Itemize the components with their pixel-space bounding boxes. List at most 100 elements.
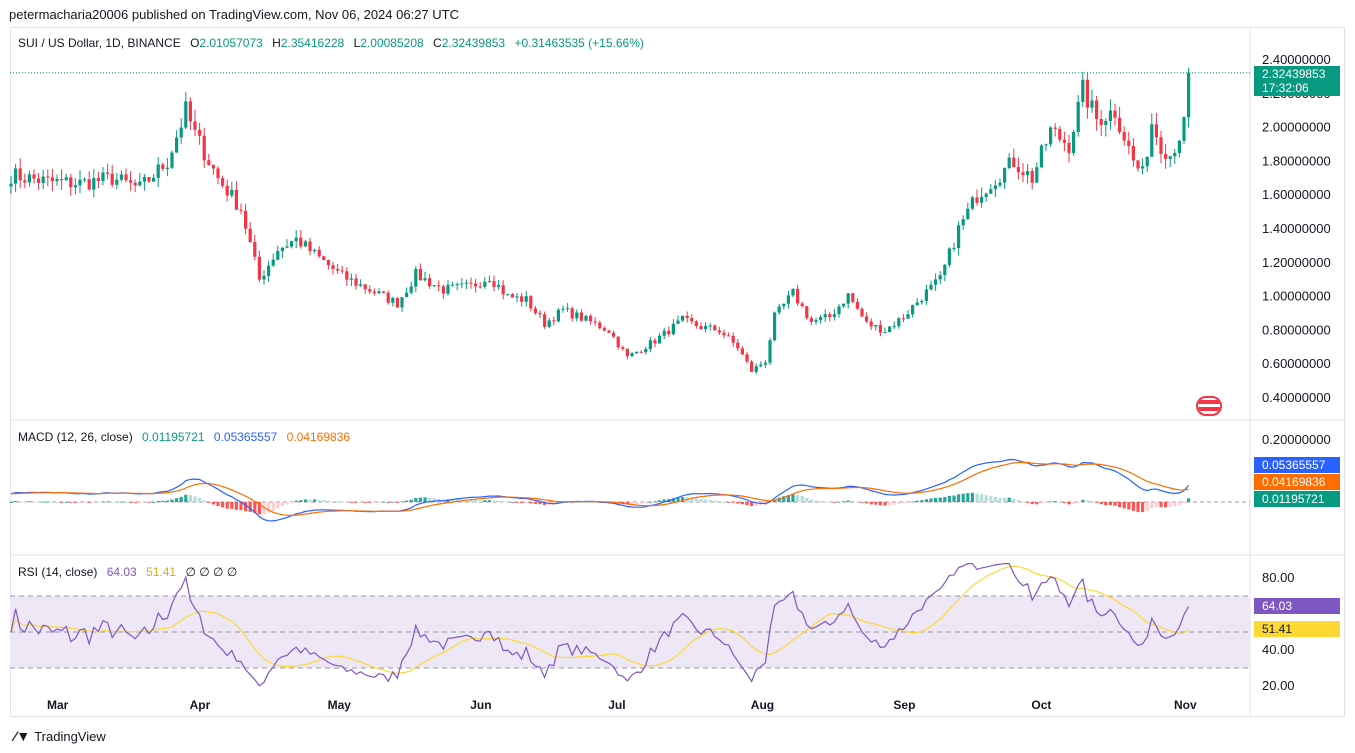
candle-body[interactable]	[809, 318, 813, 322]
candle-body[interactable]	[248, 228, 252, 243]
candle-body[interactable]	[1154, 124, 1158, 138]
candle-body[interactable]	[906, 314, 910, 319]
candle-body[interactable]	[313, 249, 317, 252]
candle-body[interactable]	[658, 335, 662, 344]
candle-body[interactable]	[221, 178, 225, 186]
candle-body[interactable]	[451, 284, 455, 286]
candle-body[interactable]	[892, 326, 896, 328]
candle-body[interactable]	[874, 324, 878, 327]
candle-body[interactable]	[391, 297, 395, 303]
candle-body[interactable]	[1164, 154, 1168, 159]
candle-body[interactable]	[193, 121, 197, 130]
candle-body[interactable]	[759, 364, 763, 367]
candle-body[interactable]	[386, 292, 390, 303]
candle-body[interactable]	[326, 260, 330, 266]
candle-body[interactable]	[101, 172, 105, 182]
candle-body[interactable]	[1122, 132, 1126, 141]
candle-body[interactable]	[211, 164, 215, 169]
candle-body[interactable]	[980, 196, 984, 203]
rsi-line[interactable]	[10, 563, 1190, 687]
candle-body[interactable]	[207, 160, 211, 165]
candle-body[interactable]	[184, 101, 188, 128]
candle-body[interactable]	[299, 237, 303, 247]
candle-body[interactable]	[188, 101, 192, 122]
candle-body[interactable]	[257, 256, 261, 280]
candle-body[interactable]	[1016, 167, 1020, 173]
candle-body[interactable]	[106, 172, 110, 174]
us-flag-icon[interactable]	[1196, 396, 1222, 416]
candle-body[interactable]	[382, 291, 386, 293]
candle-body[interactable]	[1058, 128, 1062, 140]
candle-body[interactable]	[262, 275, 266, 280]
candle-body[interactable]	[487, 281, 491, 283]
candle-body[interactable]	[515, 296, 519, 298]
candle-body[interactable]	[625, 348, 629, 357]
candle-body[interactable]	[418, 268, 422, 281]
candle-body[interactable]	[1187, 72, 1191, 118]
candle-body[interactable]	[561, 308, 565, 310]
candle-body[interactable]	[777, 306, 781, 313]
candle-body[interactable]	[1072, 131, 1076, 153]
candle-body[interactable]	[285, 246, 289, 248]
candle-body[interactable]	[1104, 121, 1108, 125]
candle-body[interactable]	[501, 285, 505, 295]
candle-body[interactable]	[947, 248, 951, 265]
candle-body[interactable]	[414, 268, 418, 287]
candle-body[interactable]	[694, 321, 698, 327]
candle-body[interactable]	[147, 177, 151, 182]
candle-body[interactable]	[1085, 79, 1089, 108]
candle-body[interactable]	[9, 183, 13, 187]
candle-body[interactable]	[671, 323, 675, 335]
candle-body[interactable]	[556, 309, 560, 322]
rsi-indicator-label[interactable]: RSI (14, close)	[18, 565, 98, 579]
symbol-label[interactable]: SUI / US Dollar, 1D, BINANCE	[18, 36, 181, 50]
candle-body[interactable]	[584, 315, 588, 321]
candle-body[interactable]	[869, 321, 873, 327]
candle-body[interactable]	[740, 348, 744, 355]
candle-body[interactable]	[883, 332, 887, 334]
candle-body[interactable]	[423, 278, 427, 281]
candle-body[interactable]	[497, 285, 501, 287]
candle-body[interactable]	[110, 173, 114, 185]
candle-body[interactable]	[722, 332, 726, 336]
candle-body[interactable]	[1039, 145, 1043, 168]
candle-body[interactable]	[768, 340, 772, 363]
candle-body[interactable]	[819, 317, 823, 321]
candle-body[interactable]	[621, 347, 625, 349]
candle-body[interactable]	[474, 283, 478, 287]
macd-pane[interactable]	[9, 458, 1250, 522]
candle-body[interactable]	[1118, 117, 1122, 133]
candle-body[interactable]	[446, 284, 450, 294]
candle-body[interactable]	[50, 177, 54, 182]
candle-body[interactable]	[1113, 110, 1117, 118]
candle-body[interactable]	[46, 176, 50, 178]
candle-body[interactable]	[602, 328, 606, 331]
candle-body[interactable]	[1108, 110, 1112, 122]
candle-body[interactable]	[1150, 124, 1154, 157]
candle-body[interactable]	[506, 294, 510, 296]
candle-body[interactable]	[846, 293, 850, 304]
candle-body[interactable]	[681, 315, 685, 321]
candle-body[interactable]	[934, 279, 938, 285]
candle-body[interactable]	[1131, 145, 1135, 161]
candle-body[interactable]	[345, 271, 349, 280]
candle-body[interactable]	[290, 241, 294, 247]
candle-body[interactable]	[676, 320, 680, 324]
candle-body[interactable]	[993, 185, 997, 190]
candle-body[interactable]	[464, 282, 468, 284]
candle-body[interactable]	[598, 322, 602, 329]
candle-body[interactable]	[832, 314, 836, 318]
candle-body[interactable]	[142, 177, 146, 182]
candle-body[interactable]	[359, 284, 363, 286]
candle-body[interactable]	[244, 210, 248, 229]
candle-body[interactable]	[349, 278, 353, 280]
candle-body[interactable]	[478, 286, 482, 288]
candle-body[interactable]	[372, 291, 376, 294]
candle-body[interactable]	[483, 281, 487, 287]
candle-body[interactable]	[662, 330, 666, 336]
candle-body[interactable]	[717, 330, 721, 333]
candle-body[interactable]	[851, 293, 855, 302]
candle-body[interactable]	[1049, 127, 1053, 145]
candle-body[interactable]	[1168, 156, 1172, 159]
candle-body[interactable]	[55, 179, 59, 182]
